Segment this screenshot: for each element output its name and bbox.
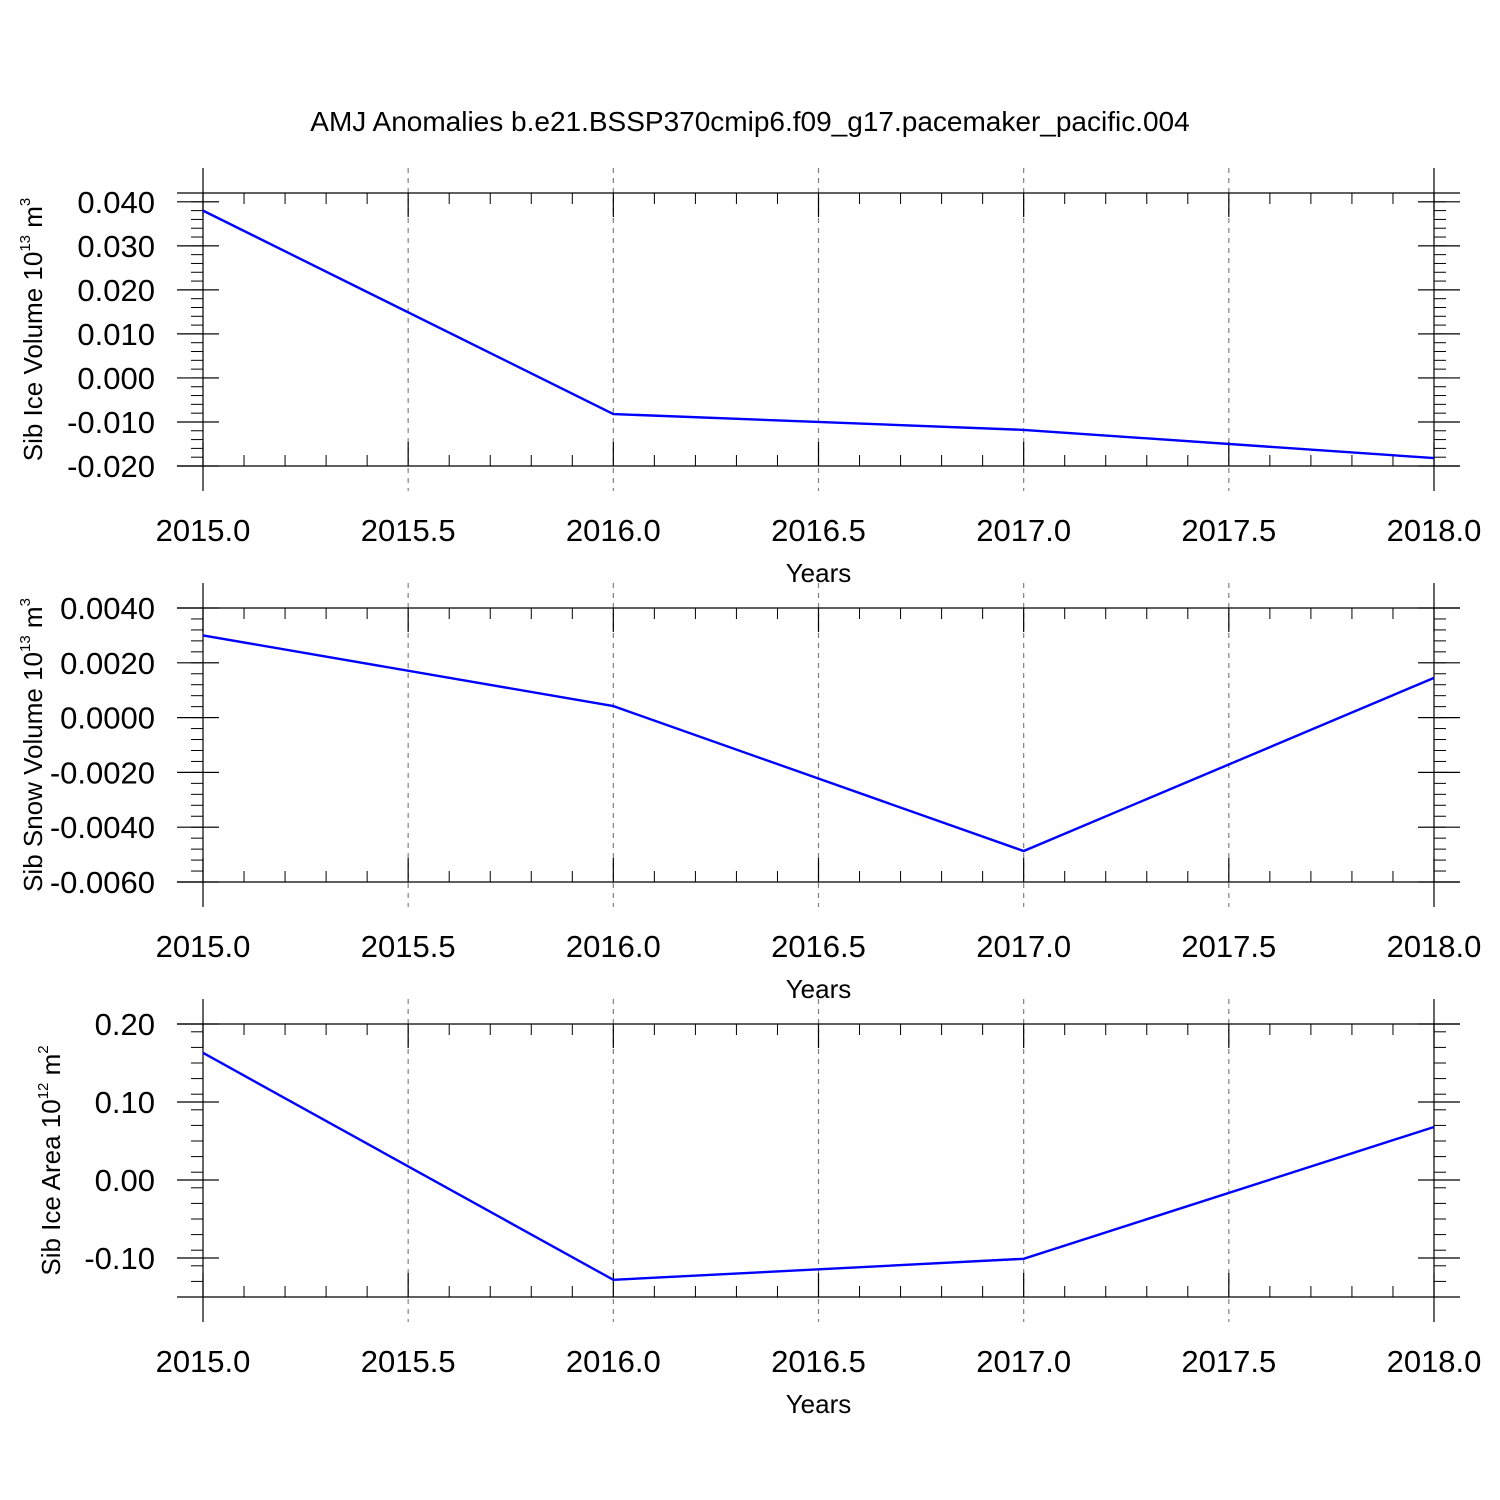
y-tick-label: -0.0020 [50, 755, 155, 790]
y-axis-title: Sib Ice Area 1012 m2 [35, 1045, 66, 1275]
x-tick-label: 2016.0 [566, 1344, 661, 1379]
y-axis-title-unit: m [36, 1054, 66, 1083]
y-axis-title-unit: m [18, 206, 48, 235]
y-tick-label: -0.010 [67, 405, 155, 440]
y-axis-title-main: Sib Ice Area 10 [36, 1099, 66, 1275]
x-tick-label: 2017.5 [1181, 513, 1276, 548]
y-tick-label: 0.000 [77, 361, 155, 396]
y-tick-label: 0.0040 [60, 591, 155, 626]
x-tick-label: 2016.5 [771, 929, 866, 964]
x-tick-label: 2017.0 [976, 1344, 1071, 1379]
y-tick-label: -0.020 [67, 449, 155, 484]
x-tick-label: 2015.0 [156, 929, 251, 964]
x-tick-label: 2018.0 [1387, 1344, 1482, 1379]
y-tick-label: 0.20 [95, 1007, 155, 1042]
x-tick-label: 2015.5 [361, 1344, 456, 1379]
y-axis-title-unit-exp: 3 [17, 598, 34, 606]
y-axis-title-unit-exp: 2 [35, 1045, 52, 1053]
y-axis-title: Sib Snow Volume 1013 m3 [17, 598, 48, 892]
panel-3: 0.20 0.10 0.00 -0.10 2015.0 2015.5 2016.0 2016.… [35, 999, 1481, 1419]
y-tick-label: -0.10 [84, 1241, 155, 1276]
y-tick-label: -0.0040 [50, 810, 155, 845]
y-tick-label: 0.040 [77, 185, 155, 220]
x-tick-label: 2016.0 [566, 513, 661, 548]
x-tick-label: 2016.5 [771, 1344, 866, 1379]
series-line [202, 634, 1435, 853]
x-tick-label: 2018.0 [1387, 929, 1482, 964]
x-tick-label: 2018.0 [1387, 513, 1482, 548]
y-axis-title-unit-exp: 3 [17, 198, 34, 206]
panel-1: 0.0400.0300.0200.0100.000-0.010-0.020201… [17, 168, 1481, 588]
x-tick-label: 2017.5 [1181, 1344, 1276, 1379]
x-axis-title: Years [786, 1389, 852, 1419]
y-tick-label: 0.030 [77, 229, 155, 264]
y-tick-label: 0.0020 [60, 646, 155, 681]
series-line [202, 1051, 1435, 1282]
y-axis-title-exp: 13 [17, 635, 34, 652]
x-tick-label: 2015.0 [156, 513, 251, 548]
y-tick-label: 0.020 [77, 273, 155, 308]
y-axis-title-main: Sib Ice Volume 10 [18, 252, 48, 462]
x-tick-label: 2017.5 [1181, 929, 1276, 964]
x-tick-label: 2016.5 [771, 513, 866, 548]
y-axis-title-main: Sib Snow Volume 10 [18, 652, 48, 892]
y-axis-title-unit: m [18, 606, 48, 635]
chart-title: AMJ Anomalies b.e21.BSSP370cmip6.f09_g17… [310, 106, 1189, 137]
x-tick-label: 2017.0 [976, 513, 1071, 548]
x-tick-label: 2015.5 [361, 513, 456, 548]
x-tick-label: 2015.0 [156, 1344, 251, 1379]
panel-2: 0.00400.00200.0000-0.0020-0.0040-0.00602… [17, 583, 1481, 1004]
x-tick-label: 2016.0 [566, 929, 661, 964]
y-tick-label: 0.0000 [60, 701, 155, 736]
y-tick-label: 0.10 [95, 1085, 155, 1120]
y-tick-label: 0.010 [77, 317, 155, 352]
x-tick-label: 2017.0 [976, 929, 1071, 964]
y-axis-title-exp: 13 [17, 235, 34, 252]
y-axis-title: Sib Ice Volume 1013 m3 [17, 198, 48, 462]
series-line [202, 209, 1435, 460]
y-tick-label: -0.0060 [50, 865, 155, 900]
x-tick-label: 2015.5 [361, 929, 456, 964]
y-axis-title-exp: 12 [35, 1083, 52, 1100]
y-tick-label: 0.00 [95, 1163, 155, 1198]
